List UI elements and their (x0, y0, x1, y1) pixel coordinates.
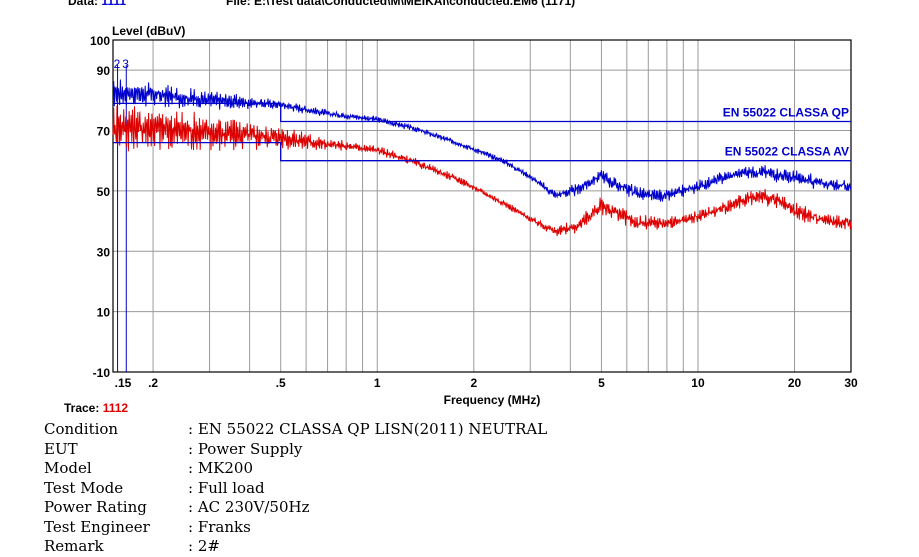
limit-line (113, 141, 851, 162)
info-label: Power Rating (44, 498, 147, 516)
marker-label: 2 (114, 57, 121, 71)
x-tick-label: 5 (598, 376, 605, 390)
info-value: : EN 55022 CLASSA QP LISN(2011) NEUTRAL (188, 420, 548, 438)
info-label: Condition (44, 420, 119, 438)
info-row: Power Rating : AC 230V/50Hz (44, 498, 547, 518)
emi-chart: -10 10 30 50 70 90 100 .15 .2 .5 1 2 5 10 20 30 Level (d… (90, 24, 858, 407)
info-value: : Power Supply (188, 439, 303, 458)
file-path: E:\Test data\Conducted\M\MEIKAI\conducte… (254, 0, 538, 8)
info-value: : AC 230V/50Hz (188, 498, 310, 516)
info-label: Test Mode (44, 478, 124, 497)
x-tick-label: 1 (374, 376, 381, 390)
y-tick-label: 30 (97, 245, 111, 259)
info-value: : MK200 (188, 459, 254, 477)
info-value: : Franks (188, 517, 251, 536)
marker-label: 3 (122, 57, 129, 71)
data-field: Data: 1111 (68, 0, 126, 8)
x-tick-label: 10 (691, 376, 705, 390)
y-tick-label: 100 (90, 34, 110, 48)
info-value: : Full load (188, 478, 265, 497)
y-tick-label: -10 (93, 366, 111, 380)
info-row: EUT : Power Supply (44, 440, 547, 460)
x-tick-label: .15 (115, 376, 132, 390)
series-trace (112, 79, 852, 202)
limit-line-label: EN 55022 CLASSA QP (723, 105, 849, 119)
trace-field: Trace: 1112 (64, 401, 128, 415)
info-label: Model (44, 459, 92, 477)
y-tick-label: 90 (97, 64, 111, 78)
x-tick-label: 2 (470, 376, 477, 390)
data-value: 1111 (101, 0, 127, 8)
info-row: Model : MK200 (44, 459, 547, 479)
info-row: Test Mode : Full load (44, 479, 547, 499)
trace-value: 1112 (102, 401, 129, 415)
x-axis-label: Frequency (MHz) (444, 393, 541, 407)
x-tick-label: 20 (788, 376, 802, 390)
trace-label: Trace: (64, 401, 100, 415)
series-trace (112, 105, 852, 237)
file-count: (1171) (541, 0, 576, 8)
y-tick-label: 50 (97, 185, 111, 199)
info-row: Test Engineer : Franks (44, 518, 547, 538)
x-tick-label: .2 (148, 376, 158, 390)
limit-line-label: EN 55022 CLASSA AV (725, 145, 849, 159)
y-axis-label: Level (dBuV) (112, 24, 185, 38)
data-label: Data: (68, 0, 99, 8)
y-tick-label: 10 (97, 306, 111, 320)
plot-frame (112, 39, 852, 373)
info-label: Test Engineer (44, 517, 150, 536)
y-tick-label: 70 (97, 125, 111, 139)
info-label: EUT (44, 439, 78, 458)
info-row: Condition : EN 55022 CLASSA QP LISN(2011)… (44, 420, 547, 440)
x-tick-label: .5 (276, 376, 286, 390)
test-info-block: Condition : EN 55022 CLASSA QP LISN(2011)… (44, 420, 547, 557)
limit-line (113, 102, 851, 123)
file-field: File: E:\Test data\Conducted\M\MEIKAI\co… (226, 0, 575, 8)
x-tick-label: 30 (844, 376, 858, 390)
file-label: File: (226, 0, 251, 8)
